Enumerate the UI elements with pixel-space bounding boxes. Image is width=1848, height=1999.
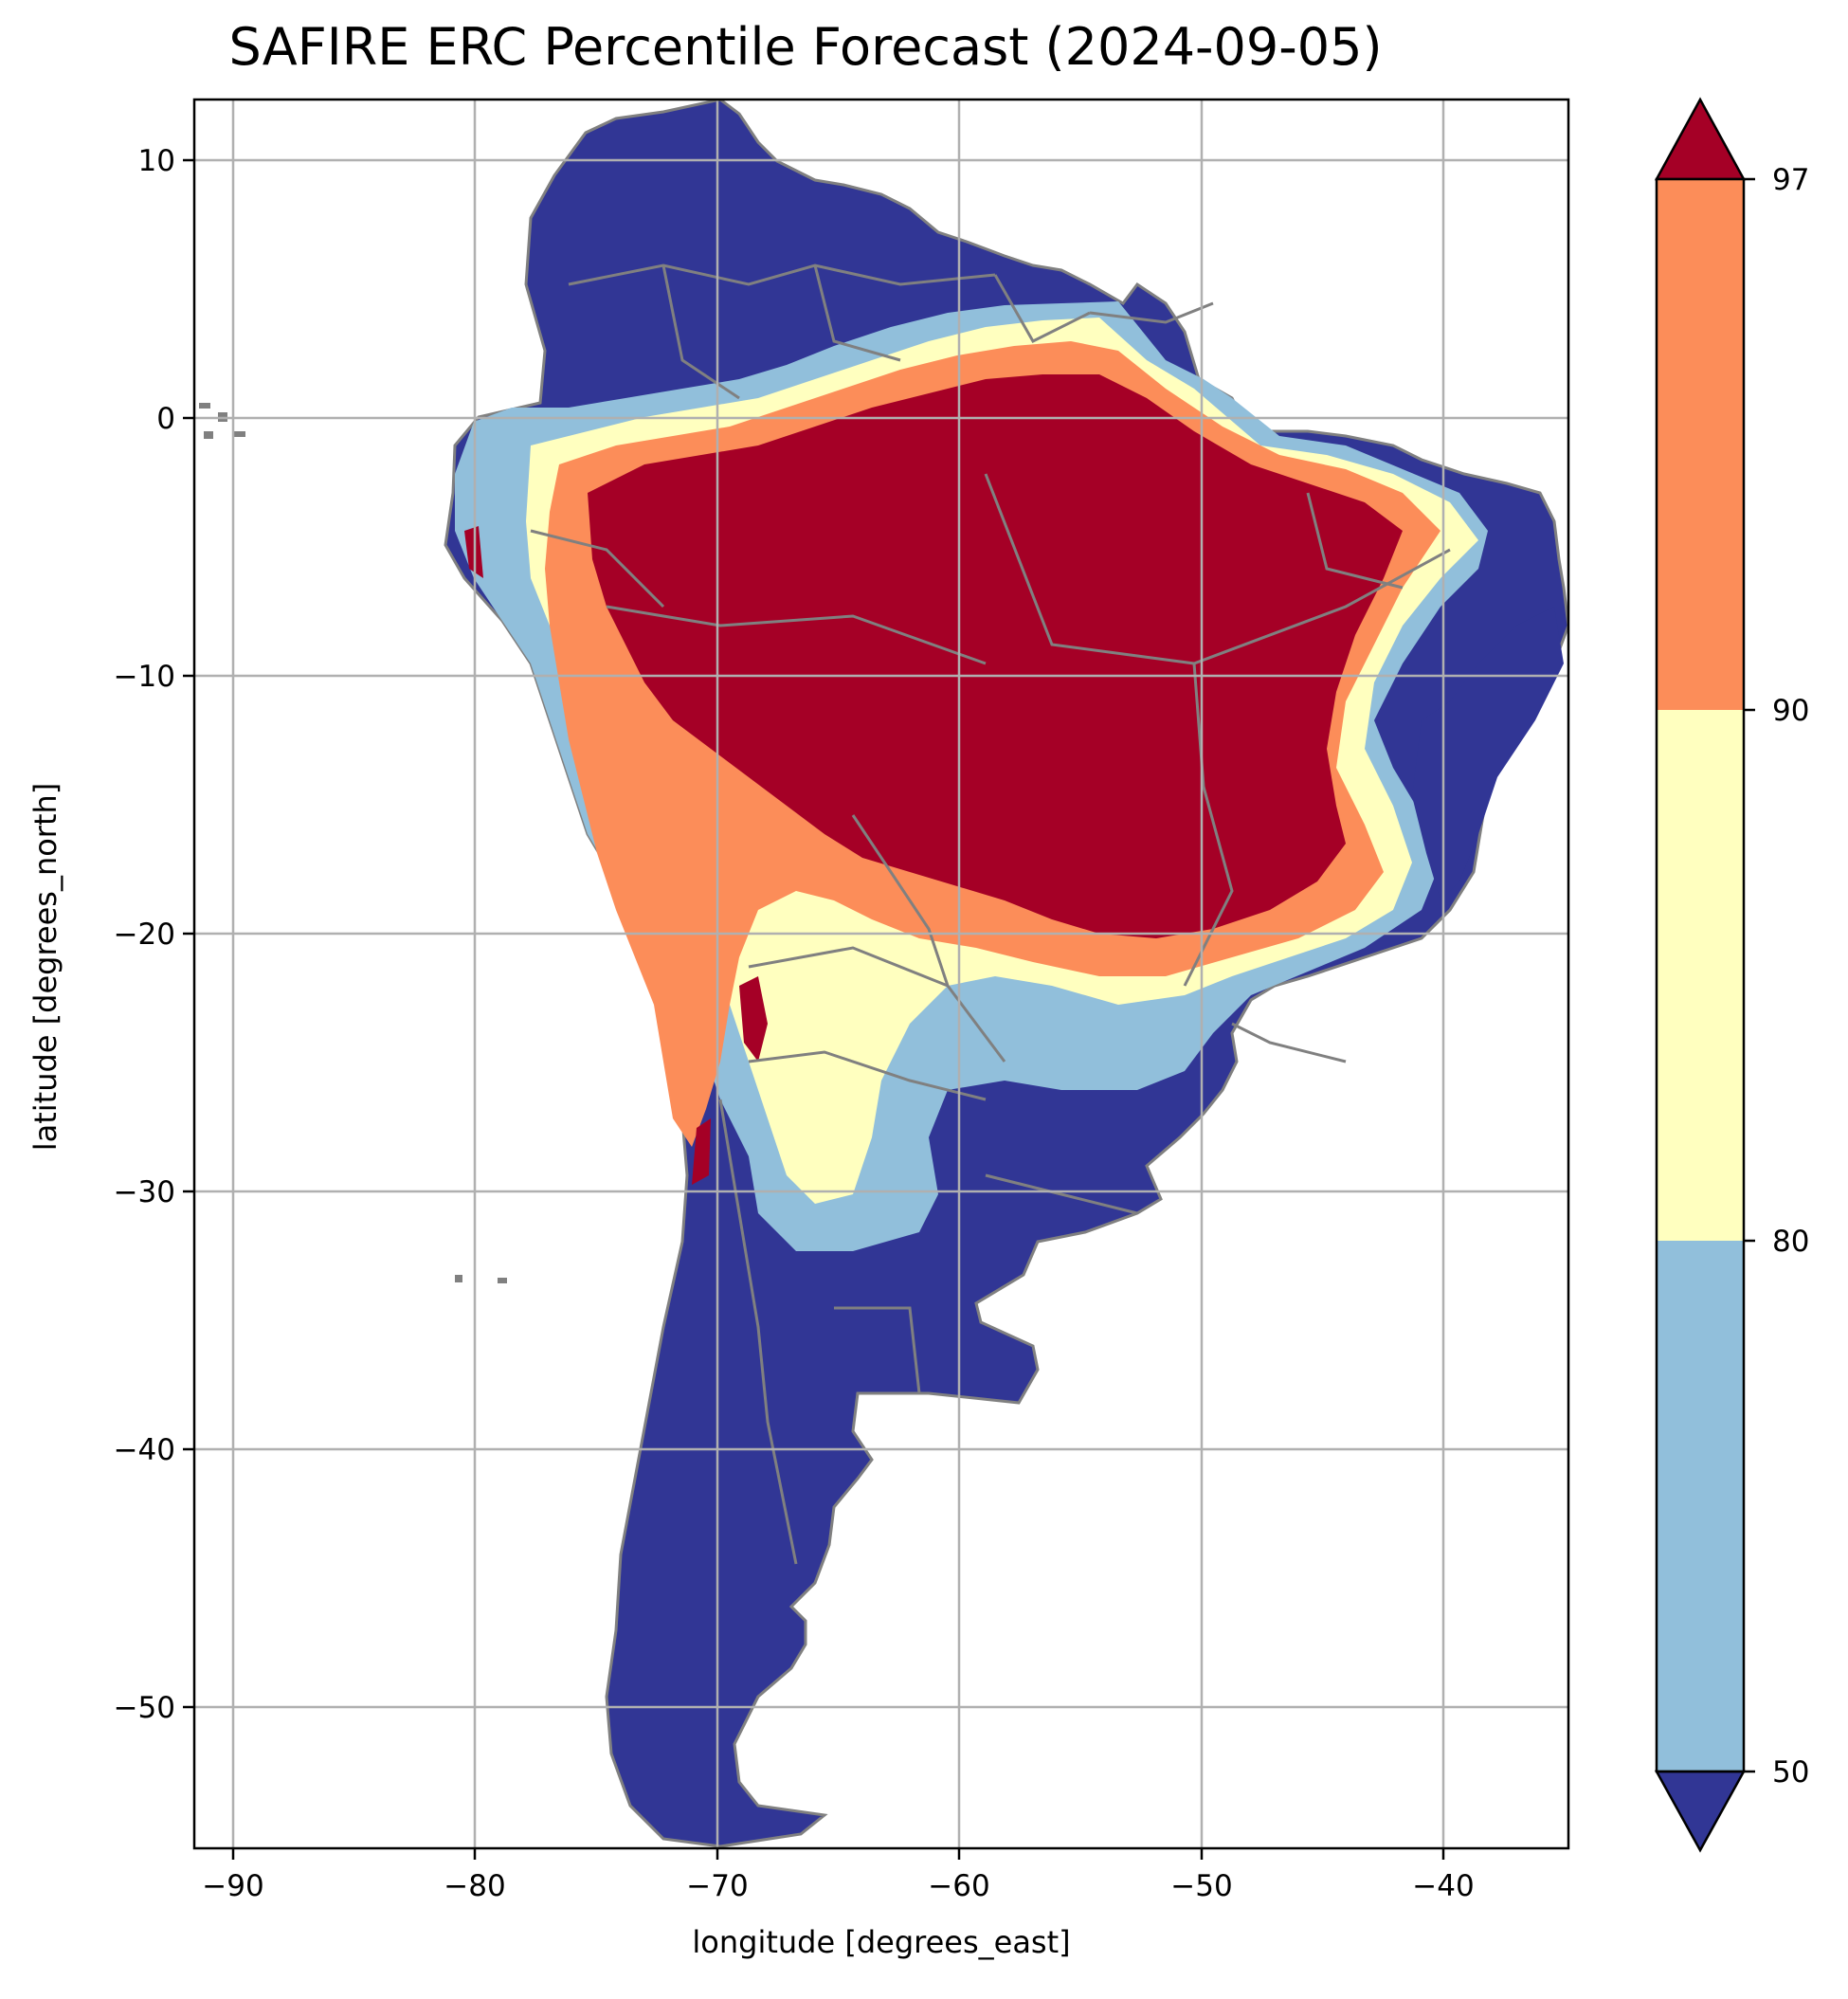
colorbar-tick-label: 97	[1772, 163, 1809, 197]
colorbar-segment-80-90	[1657, 710, 1744, 1241]
gridlines	[194, 100, 1568, 1848]
x-tick-label: −70	[686, 1869, 748, 1903]
chart-title: SAFIRE ERC Percentile Forecast (2024-09-…	[228, 17, 1383, 77]
ne-brazil-low	[1412, 607, 1564, 900]
colorbar-segment-90-97	[1657, 179, 1744, 710]
y-axis	[183, 158, 194, 1709]
colorbar-ticks	[1744, 177, 1755, 1773]
y-tick-labels: 10 0 −10 −20 −30 −40 −50	[114, 144, 175, 1725]
x-tick-label: −80	[444, 1869, 505, 1903]
colorbar: 97 90 80 50	[1654, 97, 1809, 1853]
y-tick-label: −40	[114, 1433, 175, 1467]
x-tick-label: −90	[202, 1869, 263, 1903]
colorbar-tick-label: 50	[1772, 1755, 1809, 1790]
y-tick-label: −20	[114, 918, 175, 952]
x-tick-label: −40	[1412, 1869, 1474, 1903]
x-tick-label: −50	[1170, 1869, 1232, 1903]
colorbar-tick-label: 80	[1772, 1225, 1809, 1259]
colorbar-segment-50-80	[1657, 1241, 1744, 1772]
map-area	[194, 100, 1568, 1848]
political-borders	[530, 264, 1451, 1565]
band-above-97	[588, 374, 1403, 938]
y-tick-label: −10	[114, 660, 175, 694]
colorbar-extend-top	[1654, 97, 1747, 181]
y-tick-label: 10	[138, 144, 175, 178]
colorbar-frame	[1655, 177, 1746, 1773]
y-tick-label: −50	[114, 1691, 175, 1725]
colorbar-extend-bottom	[1654, 1770, 1747, 1853]
colorbar-tick-label: 90	[1772, 694, 1809, 728]
y-tick-label: −30	[114, 1175, 175, 1209]
plot-frame	[192, 98, 1570, 1850]
x-tick-label: −60	[928, 1869, 989, 1903]
x-axis	[231, 1848, 1445, 1860]
y-tick-label: 0	[156, 402, 175, 436]
x-axis-label: longitude [degrees_east]	[692, 1924, 1071, 1960]
x-tick-labels: −90 −80 −70 −60 −50 −40	[202, 1869, 1474, 1903]
